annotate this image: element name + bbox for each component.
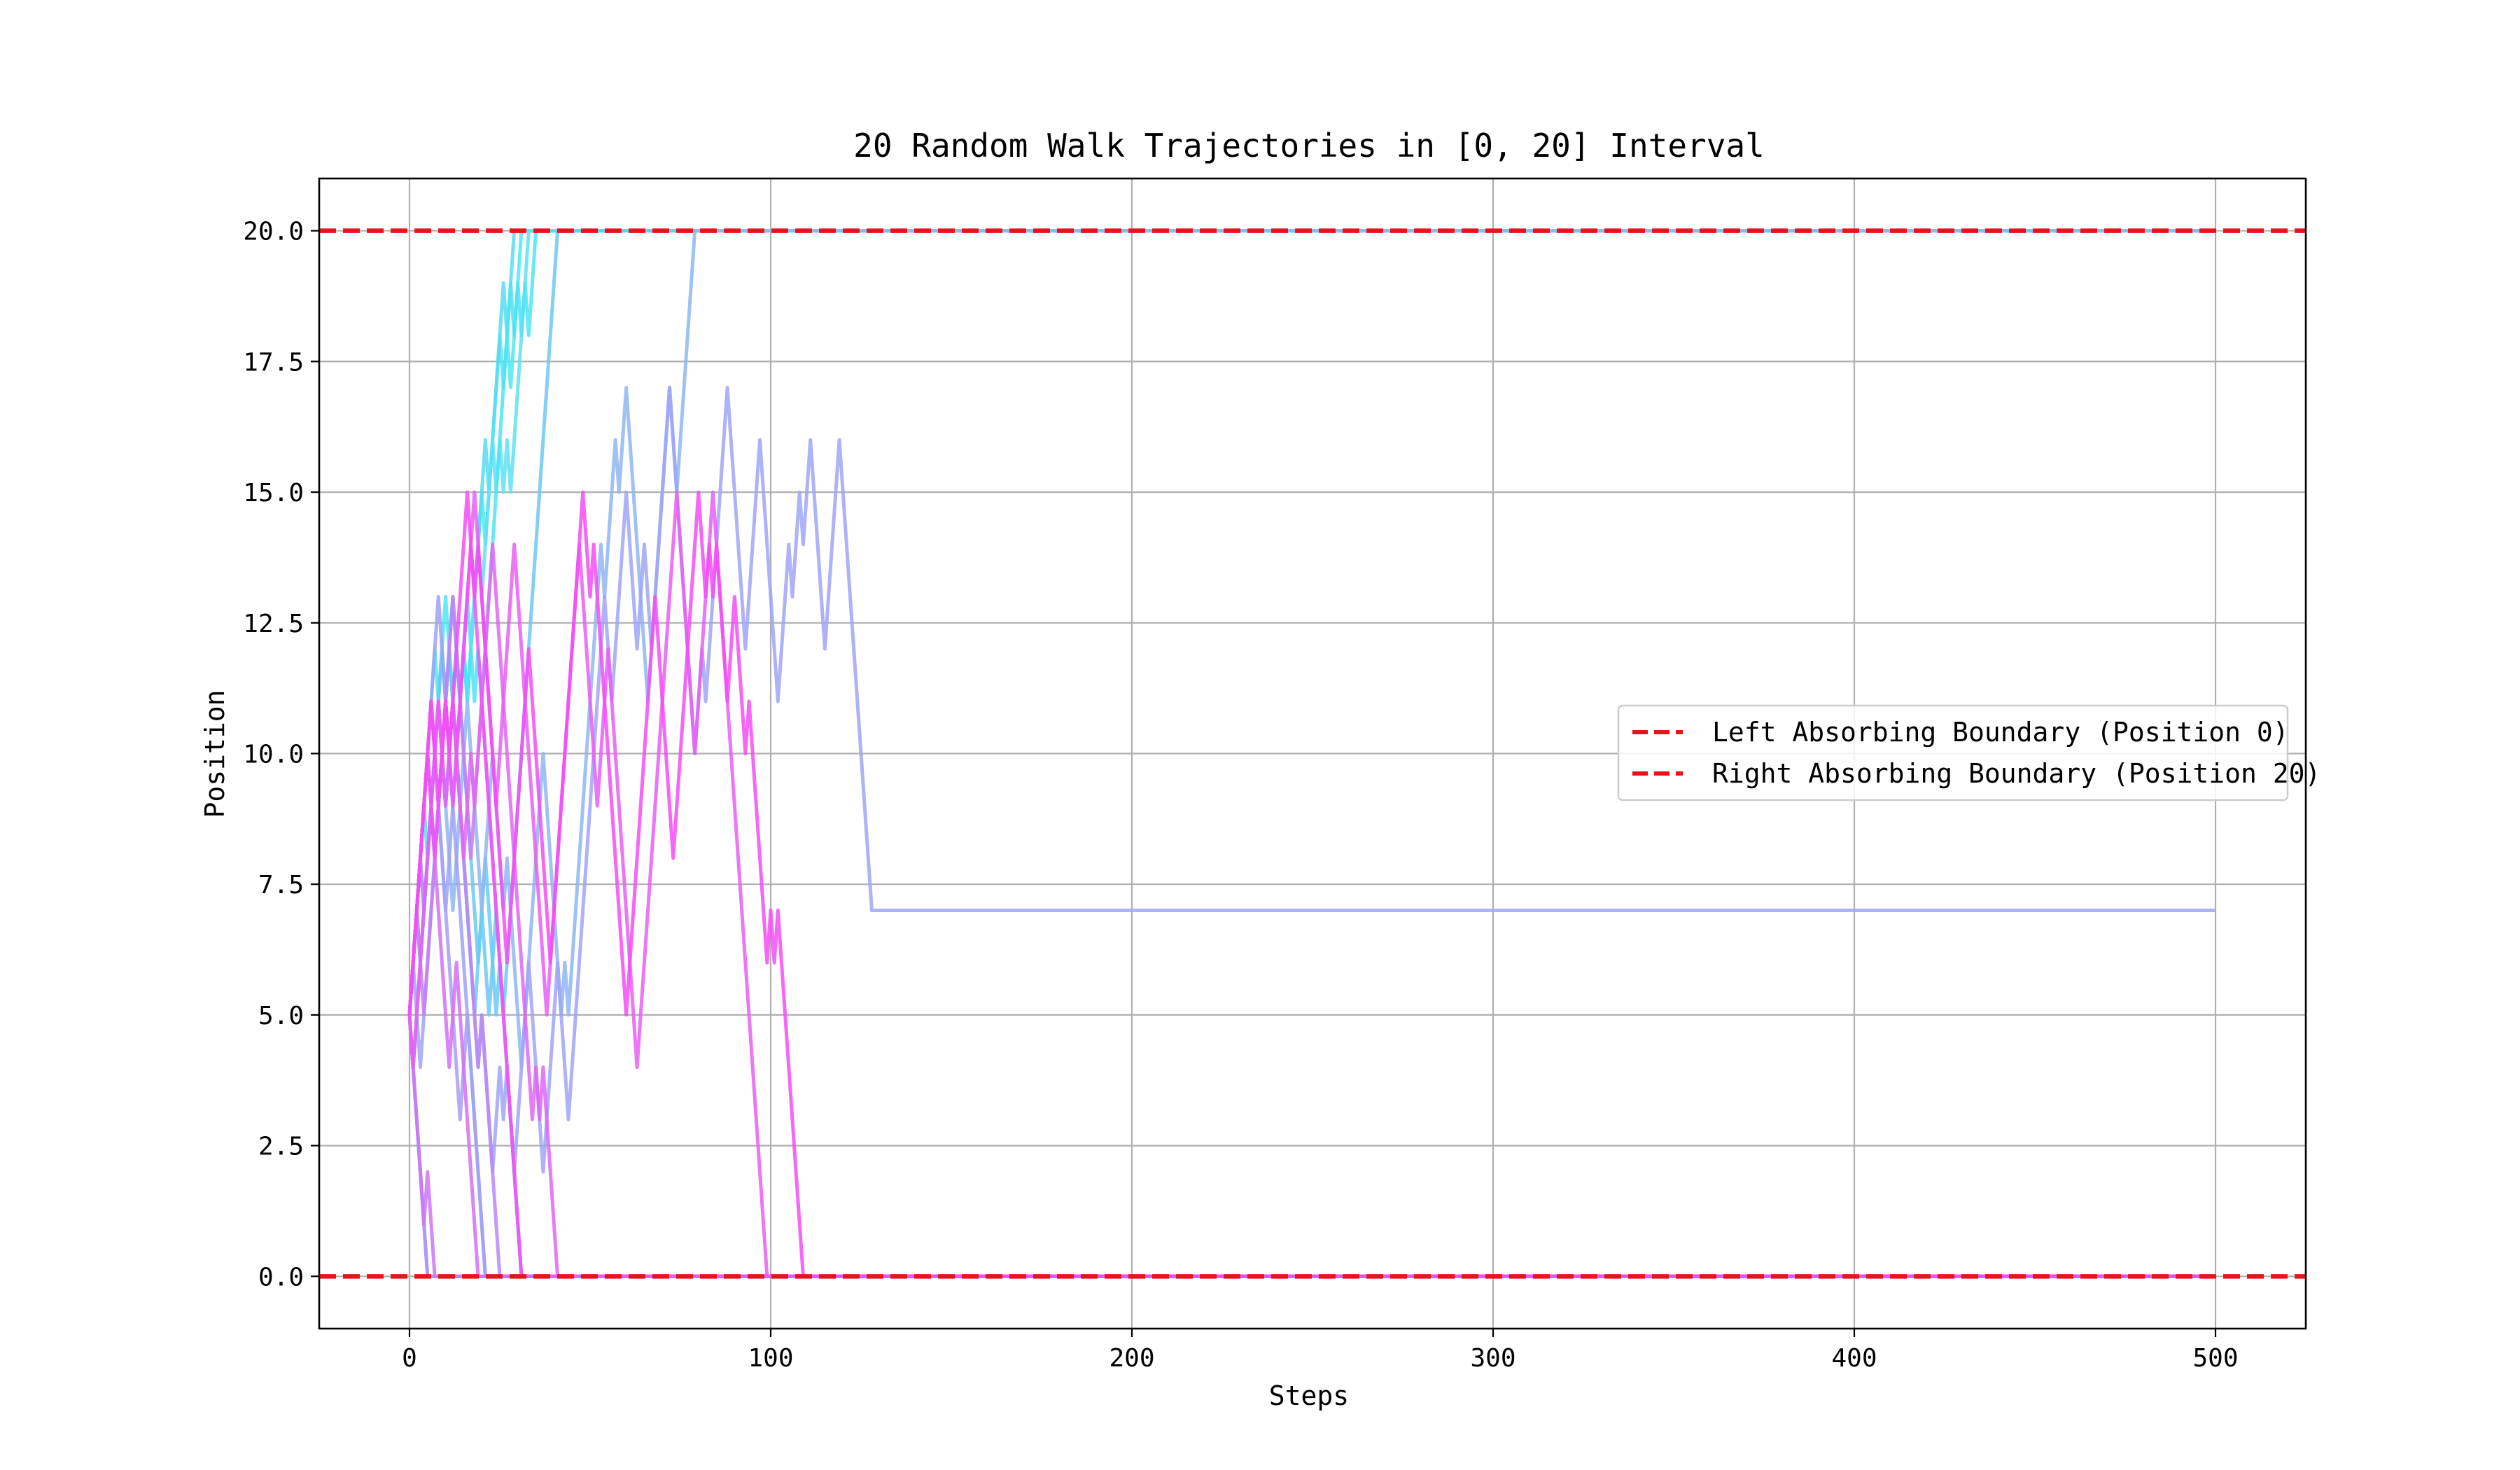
trajectories (407, 229, 2216, 1278)
legend: Left Absorbing Boundary (Position 0) Rig… (1617, 704, 2320, 802)
trajectory-line-15 (407, 1014, 2216, 1278)
chart-title: 20 Random Walk Trajectories in [0, 20] I… (853, 127, 1765, 164)
x-tick-label: 0 (402, 1344, 417, 1373)
y-tick-label: 5.0 (258, 1002, 304, 1030)
x-axis-label: Steps (1269, 1380, 1349, 1411)
x-tick-label: 500 (2192, 1344, 2238, 1373)
boundary-lines (319, 228, 2306, 1279)
x-axis-ticks: 0 100 200 300 400 500 (402, 1329, 2239, 1373)
y-tick-label: 15.0 (243, 479, 304, 507)
y-tick-label: 2.5 (258, 1133, 304, 1161)
y-axis-label: Position (200, 690, 230, 818)
y-tick-label: 20.0 (243, 218, 304, 246)
trajectory-line-19 (407, 542, 2216, 1278)
legend-label-left-boundary: Left Absorbing Boundary (Position 0) (1712, 717, 2289, 748)
x-tick-label: 300 (1470, 1344, 1516, 1373)
legend-box (1617, 704, 2289, 802)
x-tick-label: 400 (1831, 1344, 1877, 1373)
y-tick-label: 10.0 (243, 741, 304, 769)
x-tick-label: 200 (1109, 1344, 1154, 1373)
y-axis-ticks: 0.0 2.5 5.0 7.5 10.0 12.5 15.0 17.5 20.0 (243, 218, 319, 1292)
y-tick-label: 17.5 (243, 348, 304, 377)
y-tick-label: 7.5 (258, 871, 304, 899)
y-tick-label: 12.5 (243, 610, 304, 638)
legend-label-right-boundary: Right Absorbing Boundary (Position 20) (1712, 758, 2320, 789)
x-tick-label: 100 (748, 1344, 793, 1373)
trajectory-line-20 (407, 490, 2216, 1278)
y-tick-label: 0.0 (258, 1263, 304, 1292)
